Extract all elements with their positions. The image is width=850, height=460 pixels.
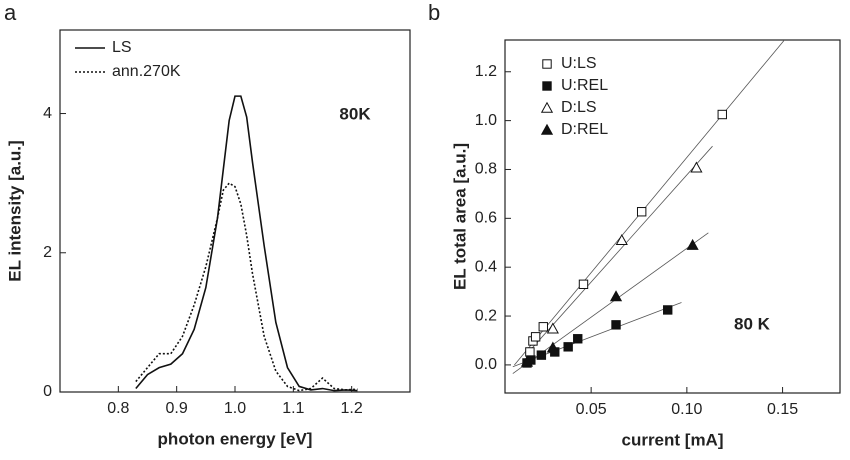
marker [563, 342, 573, 352]
marker [717, 109, 727, 120]
fit-line [512, 232, 709, 374]
marker [663, 305, 673, 315]
marker [578, 279, 589, 289]
fit-line [526, 145, 713, 355]
legend-marker [542, 81, 552, 91]
plot-frame [59, 29, 411, 393]
series-line [135, 182, 358, 392]
y-tick-label: 0 [43, 383, 52, 400]
marker [536, 350, 547, 360]
marker [611, 320, 621, 330]
y-tick-label: 1.2 [475, 63, 497, 80]
x-tick-label: 0.15 [767, 401, 798, 418]
panel-label: b [428, 0, 440, 25]
legend-marker [540, 123, 554, 135]
marker [538, 322, 548, 332]
legend-label: U:LS [561, 55, 597, 72]
legend-label: D:REL [561, 121, 608, 138]
series-line [135, 95, 358, 392]
marker [573, 334, 583, 344]
marker [609, 290, 623, 302]
y-tick-label: 0.2 [475, 307, 497, 324]
y-axis-label: EL intensity [a.u.] [5, 140, 24, 281]
plot-frame [504, 39, 841, 394]
marker [546, 322, 559, 334]
x-tick-label: 0.05 [576, 401, 607, 418]
x-axis-label: photon energy [eV] [158, 429, 313, 448]
x-tick-label: 0.8 [107, 400, 129, 417]
panel-label: a [4, 0, 17, 25]
legend-label: ann.270K [112, 63, 181, 80]
x-tick-label: 0.9 [166, 400, 188, 417]
marker [636, 207, 647, 217]
x-tick-label: 0.10 [671, 401, 702, 418]
marker [686, 238, 699, 250]
x-axis-label: current [mA] [621, 430, 723, 449]
marker [525, 347, 535, 357]
y-tick-label: 0.8 [475, 161, 497, 178]
legend-label: U:REL [561, 77, 608, 94]
annotation: 80K [339, 104, 371, 123]
y-tick-label: 0.4 [475, 258, 497, 275]
fit-line [514, 40, 785, 366]
legend-label: LS [112, 39, 132, 56]
y-tick-label: 1.0 [475, 112, 497, 129]
marker [615, 234, 628, 246]
x-tick-label: 1.1 [282, 400, 304, 417]
y-tick-label: 4 [43, 105, 52, 122]
y-tick-label: 2 [43, 244, 52, 261]
y-axis-label: EL total area [a.u.] [450, 143, 469, 290]
marker [546, 341, 559, 353]
plot-area [512, 40, 785, 374]
marker [530, 332, 541, 342]
y-tick-label: 0.6 [475, 210, 497, 227]
legend-label: D:LS [561, 99, 597, 116]
legend-marker [540, 101, 554, 113]
marker [520, 355, 534, 367]
x-tick-label: 1.0 [224, 400, 246, 417]
x-tick-label: 1.2 [341, 400, 363, 417]
y-tick-label: 0.0 [475, 356, 497, 373]
marker [690, 161, 703, 173]
annotation: 80 K [734, 314, 771, 333]
legend-marker [542, 59, 552, 69]
